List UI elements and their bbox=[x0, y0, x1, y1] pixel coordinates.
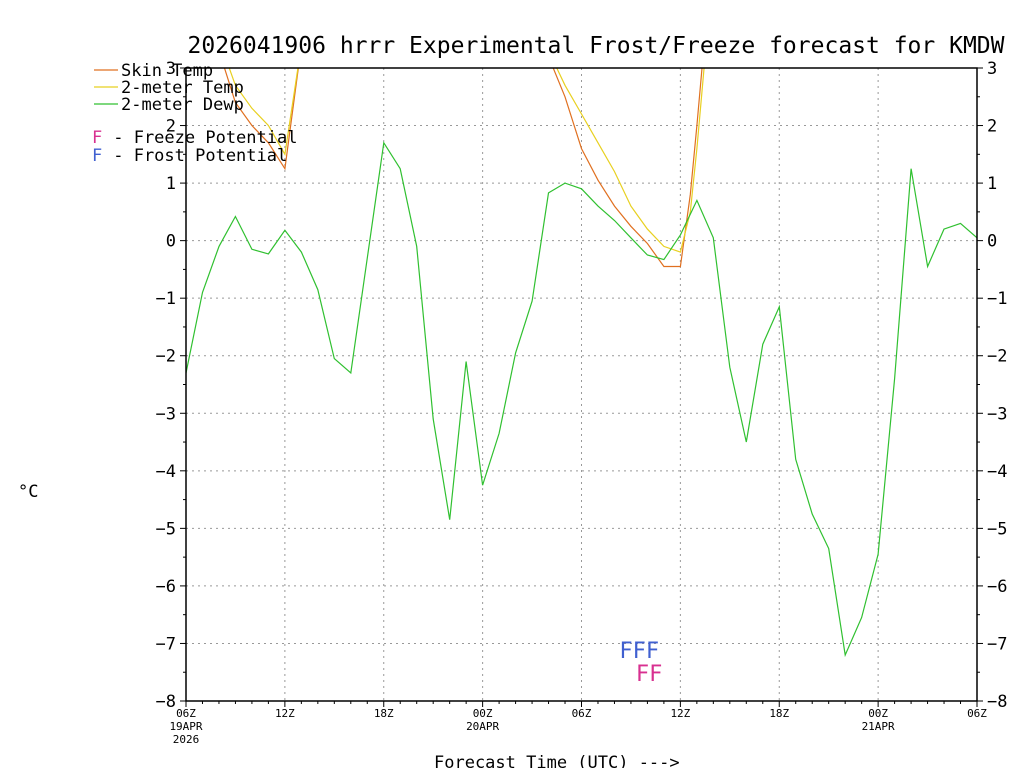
x-tick-label: 06Z bbox=[967, 707, 987, 720]
x-tick-sublabel: 2026 bbox=[173, 733, 200, 746]
y-tick-label-left: −5 bbox=[156, 519, 176, 539]
legend-label: 2-meter Dewp bbox=[121, 95, 244, 115]
y-tick-label-right: 0 bbox=[987, 232, 997, 252]
freeze-potential-marker: FF bbox=[636, 662, 663, 687]
series-line-2-meter-temp bbox=[228, 68, 705, 253]
y-tick-label-right: 1 bbox=[987, 174, 997, 194]
grid bbox=[186, 68, 977, 701]
y-tick-label-left: −1 bbox=[156, 289, 176, 309]
y-tick-label-right: −2 bbox=[987, 347, 1007, 367]
y-tick-label-left: −3 bbox=[156, 404, 176, 424]
y-tick-label-right: 3 bbox=[987, 59, 997, 79]
x-tick-label: 18Z bbox=[374, 707, 394, 720]
y-tick-label-left: −7 bbox=[156, 634, 176, 654]
x-axis-label: Forecast Time (UTC) ---> bbox=[434, 753, 680, 768]
legend-potential-letter: F bbox=[92, 146, 102, 166]
y-tick-label-left: −4 bbox=[156, 462, 176, 482]
legend-potential-label: - Freeze Potential bbox=[103, 128, 297, 148]
y-tick-label-left: −6 bbox=[156, 577, 176, 597]
frost-potential-marker: FFF bbox=[619, 639, 659, 664]
y-tick-label-right: −7 bbox=[987, 634, 1007, 654]
legend-label: Skin Temp bbox=[121, 61, 213, 81]
x-tick-sublabel: 20APR bbox=[466, 720, 499, 733]
y-tick-label-left: −2 bbox=[156, 347, 176, 367]
legend-label: 2-meter Temp bbox=[121, 78, 244, 98]
y-tick-label-right: −1 bbox=[987, 289, 1007, 309]
y-axis-label: °C bbox=[18, 482, 38, 502]
y-tick-label-right: −4 bbox=[987, 462, 1007, 482]
series-line-2-meter-dewp bbox=[186, 141, 977, 658]
x-tick-label: 00Z bbox=[473, 707, 493, 720]
y-tick-label-left: −8 bbox=[156, 692, 176, 712]
y-tick-label-left: 0 bbox=[166, 232, 176, 252]
x-tick-label: 06Z bbox=[176, 707, 196, 720]
y-tick-label-right: −6 bbox=[987, 577, 1007, 597]
series-line-skin-temp bbox=[223, 68, 703, 268]
y-axis: −8 −8 −7 −7 −6 −6 −5 −5 −4 −4 −3 −3 −2 −2 −1 −1 0 0 1 1 2 2 3 3 bbox=[156, 59, 1008, 712]
y-tick-label-left: 3 bbox=[166, 59, 176, 79]
x-tick-label: 06Z bbox=[572, 707, 592, 720]
x-tick-sublabel: 21APR bbox=[862, 720, 895, 733]
x-tick-label: 12Z bbox=[275, 707, 295, 720]
y-tick-label-left: 1 bbox=[166, 174, 176, 194]
legend-potential-label: - Frost Potential bbox=[103, 146, 287, 166]
y-tick-label-right: −5 bbox=[987, 519, 1007, 539]
chart-title: 2026041906 hrrr Experimental Frost/Freez… bbox=[188, 33, 1005, 59]
x-tick-label: 00Z bbox=[868, 707, 888, 720]
y-tick-label-right: 2 bbox=[987, 117, 997, 137]
x-tick-sublabel: 19APR bbox=[169, 720, 202, 733]
plot-frame bbox=[185, 67, 978, 702]
legend-potential-letter: F bbox=[92, 128, 102, 148]
y-tick-label-right: −3 bbox=[987, 404, 1007, 424]
series-group bbox=[186, 68, 977, 658]
y-tick-label-right: −8 bbox=[987, 692, 1007, 712]
y-tick-label-left: 2 bbox=[166, 117, 176, 137]
x-tick-label: 12Z bbox=[670, 707, 690, 720]
x-tick-label: 18Z bbox=[769, 707, 789, 720]
